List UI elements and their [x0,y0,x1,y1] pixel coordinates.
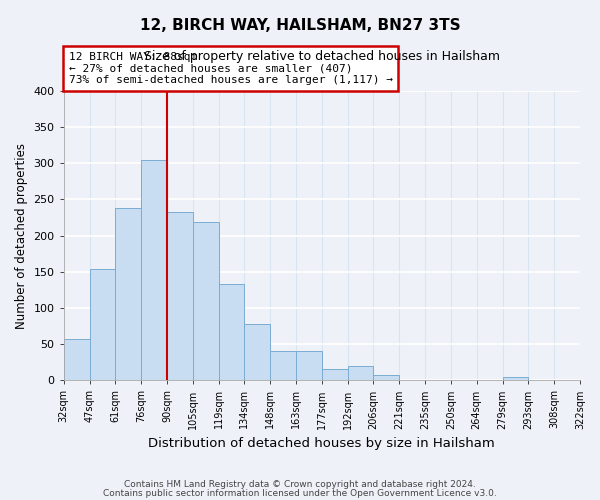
Bar [322,370,347,380]
Bar [218,284,244,380]
X-axis label: Distribution of detached houses by size in Hailsham: Distribution of detached houses by size … [148,437,495,450]
Bar [89,269,115,380]
Text: 12, BIRCH WAY, HAILSHAM, BN27 3TS: 12, BIRCH WAY, HAILSHAM, BN27 3TS [140,18,460,32]
Bar [373,375,399,380]
Bar [270,352,296,380]
Bar [503,376,529,380]
Bar [296,350,322,380]
Bar [167,212,193,380]
Bar [115,208,141,380]
Text: 12 BIRCH WAY: 88sqm
← 27% of detached houses are smaller (407)
73% of semi-detac: 12 BIRCH WAY: 88sqm ← 27% of detached ho… [69,52,393,85]
Bar [193,222,218,380]
Bar [141,160,167,380]
Bar [347,366,373,380]
Text: Contains HM Land Registry data © Crown copyright and database right 2024.: Contains HM Land Registry data © Crown c… [124,480,476,489]
Bar [244,324,270,380]
Text: Contains public sector information licensed under the Open Government Licence v3: Contains public sector information licen… [103,488,497,498]
Bar [64,339,89,380]
Title: Size of property relative to detached houses in Hailsham: Size of property relative to detached ho… [144,50,500,64]
Y-axis label: Number of detached properties: Number of detached properties [15,142,28,328]
